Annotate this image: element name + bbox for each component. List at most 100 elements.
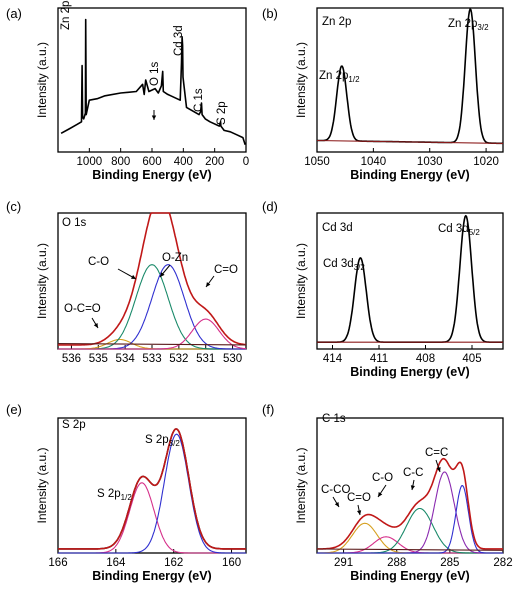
- annotation-label: C 1s: [322, 413, 346, 425]
- arrow-head-icon: [436, 467, 441, 472]
- x-tick-label: 536: [62, 353, 81, 365]
- x-tick-label: 1050: [304, 156, 330, 168]
- annotation-label: S 2p: [62, 419, 86, 431]
- arrow-head-icon: [334, 502, 339, 507]
- annotation-label: Zn 2p3/2: [448, 18, 489, 32]
- x-tick-label: 600: [142, 156, 161, 168]
- annotation-label: C-O: [88, 256, 109, 268]
- x-tick-label: 530: [223, 353, 242, 365]
- annotation-label: S 2p: [216, 101, 228, 125]
- x-tick-label: 288: [387, 557, 406, 569]
- series-line-6: [316, 457, 504, 550]
- x-tick-label: 166: [48, 557, 67, 569]
- annotation-label: C-O: [372, 472, 393, 484]
- annotation-label: O 1s: [149, 61, 161, 86]
- x-tick-label: 535: [89, 353, 108, 365]
- annotation-label: C-CO: [321, 484, 350, 496]
- annotation-label: S 2p1/2: [97, 488, 132, 502]
- panel-letter: (c): [6, 199, 21, 214]
- y-axis-label: Intensity (a.u.): [35, 447, 49, 523]
- plot-frame: [316, 212, 504, 350]
- plot-frame: [316, 7, 504, 153]
- annotation-label: Zn 2p3: [60, 0, 72, 30]
- x-tick-label: 800: [111, 156, 130, 168]
- series-line-5: [57, 212, 247, 346]
- panel-5: 166 164 162 160 Binding Energy (eV) Intensity…: [6, 402, 247, 583]
- x-tick-label: 1040: [361, 156, 387, 168]
- x-tick-label: 1030: [417, 156, 443, 168]
- series-line-1: [58, 482, 246, 554]
- arrow-head-icon: [151, 115, 157, 120]
- arrow-head-icon: [378, 492, 383, 497]
- x-tick-label: 533: [142, 353, 161, 365]
- x-tick-label: 0: [243, 156, 249, 168]
- series-line-2: [316, 139, 504, 144]
- series-line-6: [57, 343, 247, 346]
- annotation-label: C 1s: [193, 88, 205, 112]
- panel-3: 536 535 534 533 532 531 530 Intensity (a.u.) (c)…: [6, 199, 247, 365]
- annotation-label: Zn 2p1/2: [319, 70, 360, 84]
- x-tick-label: 532: [169, 353, 188, 365]
- arrow-head-icon: [357, 510, 362, 515]
- x-tick-label: 405: [462, 353, 481, 365]
- panel-letter: (b): [262, 6, 278, 21]
- x-tick-label: 291: [334, 557, 353, 569]
- x-tick-label: 160: [222, 557, 241, 569]
- annotation-label: Cd 3d: [173, 25, 185, 56]
- panel-1: 1000 800 600 400 200 0 Binding Energy (eV) Inte…: [6, 0, 249, 182]
- x-axis-label: Binding Energy (eV): [350, 569, 469, 583]
- y-axis-label: Intensity (a.u.): [35, 42, 49, 118]
- series-line-4: [58, 318, 247, 350]
- annotation-label: C=C: [425, 447, 448, 459]
- series-line-1: [60, 18, 246, 146]
- annotation-label: Cd 3d: [322, 222, 353, 234]
- panel-letter: (d): [262, 199, 278, 214]
- x-tick-label: 531: [196, 353, 215, 365]
- y-axis-label: Intensity (a.u.): [294, 447, 308, 523]
- x-tick-label: 162: [164, 557, 183, 569]
- panel-6: 291 288 285 282 Binding Energy (eV) Intensity…: [262, 402, 513, 583]
- annotation-label: O 1s: [62, 217, 87, 229]
- series-line-2: [58, 433, 246, 554]
- x-tick-label: 1000: [77, 156, 103, 168]
- arrow-head-icon: [410, 485, 415, 490]
- y-axis-label: Intensity (a.u.): [35, 243, 49, 319]
- x-axis-label: Binding Energy (eV): [350, 365, 469, 379]
- x-tick-label: 534: [116, 353, 136, 365]
- arrow-head-icon: [131, 274, 136, 279]
- annotation-label: O-Zn: [162, 252, 188, 264]
- annotation-label: Cd 3d5/2: [438, 223, 480, 237]
- panel-2: 1050 1040 1030 1020 Binding Energy (eV) Inten…: [262, 6, 504, 182]
- annotation-label: C=O: [347, 492, 371, 504]
- x-tick-label: 285: [440, 557, 459, 569]
- panel-letter: (e): [6, 402, 22, 417]
- series-line-4: [57, 428, 247, 550]
- x-axis-label: Binding Energy (eV): [350, 168, 469, 182]
- y-axis-label: Intensity (a.u.): [294, 42, 308, 118]
- panel-letter: (f): [262, 402, 274, 417]
- series-line-7: [316, 548, 504, 551]
- x-tick-label: 400: [174, 156, 193, 168]
- plot-frame: [57, 417, 247, 554]
- annotation-label: C=O: [214, 264, 238, 276]
- series-line-3: [57, 428, 247, 550]
- annotation-label: Zn 2p: [322, 16, 351, 28]
- x-tick-label: 282: [493, 557, 512, 569]
- x-tick-label: 1020: [473, 156, 499, 168]
- arrow-head-icon: [160, 272, 165, 277]
- x-tick-label: 408: [416, 353, 435, 365]
- arrow-head-icon: [93, 323, 98, 328]
- series-line-5: [317, 484, 503, 554]
- x-tick-label: 200: [205, 156, 224, 168]
- y-axis-label: Intensity (a.u.): [294, 243, 308, 319]
- x-tick-label: 164: [106, 557, 126, 569]
- annotation-label: O-C=O: [64, 303, 101, 315]
- x-tick-label: 411: [370, 353, 388, 365]
- panel-letter: (a): [6, 6, 22, 21]
- x-tick-label: 414: [323, 353, 343, 365]
- arrow-head-icon: [206, 282, 211, 287]
- annotation-label: C-C: [403, 467, 423, 479]
- x-axis-label: Binding Energy (eV): [92, 168, 211, 182]
